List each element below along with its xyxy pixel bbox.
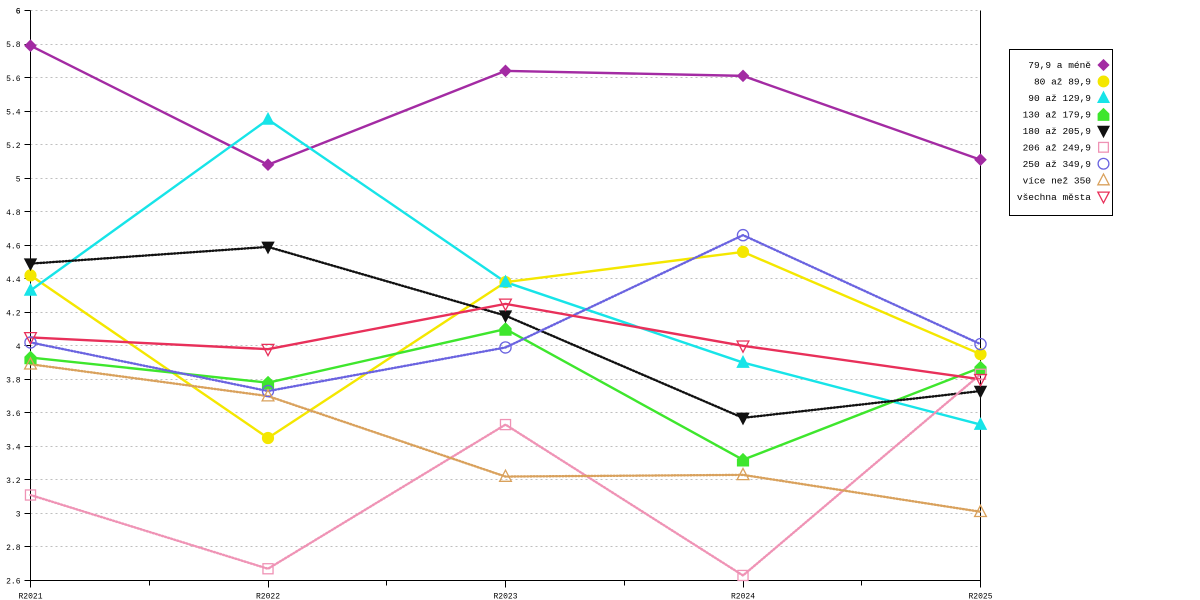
svg-text:R2024: R2024 bbox=[731, 593, 755, 600]
svg-text:4.6: 4.6 bbox=[6, 242, 21, 251]
svg-text:180 až 205,9: 180 až 205,9 bbox=[1023, 126, 1092, 137]
svg-text:5.6: 5.6 bbox=[6, 75, 21, 84]
svg-text:R2025: R2025 bbox=[968, 593, 992, 600]
svg-text:79,9 a méně: 79,9 a méně bbox=[1028, 60, 1091, 71]
svg-text:R2021: R2021 bbox=[18, 593, 42, 600]
svg-text:5.8: 5.8 bbox=[6, 41, 21, 50]
svg-text:4: 4 bbox=[16, 343, 21, 352]
svg-text:více než 350: více než 350 bbox=[1023, 175, 1092, 186]
svg-text:250 až 349,9: 250 až 349,9 bbox=[1023, 159, 1092, 170]
svg-text:3.8: 3.8 bbox=[6, 377, 21, 386]
svg-text:všechna města: všechna města bbox=[1017, 192, 1091, 203]
svg-text:3.6: 3.6 bbox=[6, 410, 21, 419]
svg-text:4.2: 4.2 bbox=[6, 309, 21, 318]
svg-text:206 až 249,9: 206 až 249,9 bbox=[1023, 143, 1092, 154]
svg-text:4.8: 4.8 bbox=[6, 209, 21, 218]
svg-text:2.8: 2.8 bbox=[6, 544, 21, 553]
svg-text:90 až 129,9: 90 až 129,9 bbox=[1028, 93, 1091, 104]
svg-text:130 až 179,9: 130 až 179,9 bbox=[1023, 110, 1092, 121]
svg-text:5.2: 5.2 bbox=[6, 142, 21, 151]
svg-text:3.2: 3.2 bbox=[6, 477, 21, 486]
svg-text:R2022: R2022 bbox=[256, 593, 280, 600]
svg-text:4.4: 4.4 bbox=[6, 276, 21, 285]
svg-text:80 až 89,9: 80 až 89,9 bbox=[1034, 77, 1091, 88]
svg-text:5: 5 bbox=[16, 175, 21, 184]
svg-text:5.4: 5.4 bbox=[6, 108, 21, 117]
svg-text:6: 6 bbox=[16, 8, 21, 17]
svg-text:3: 3 bbox=[16, 511, 21, 520]
svg-text:R2023: R2023 bbox=[493, 593, 517, 600]
svg-text:3.4: 3.4 bbox=[6, 444, 21, 453]
svg-text:2.6: 2.6 bbox=[6, 578, 21, 587]
